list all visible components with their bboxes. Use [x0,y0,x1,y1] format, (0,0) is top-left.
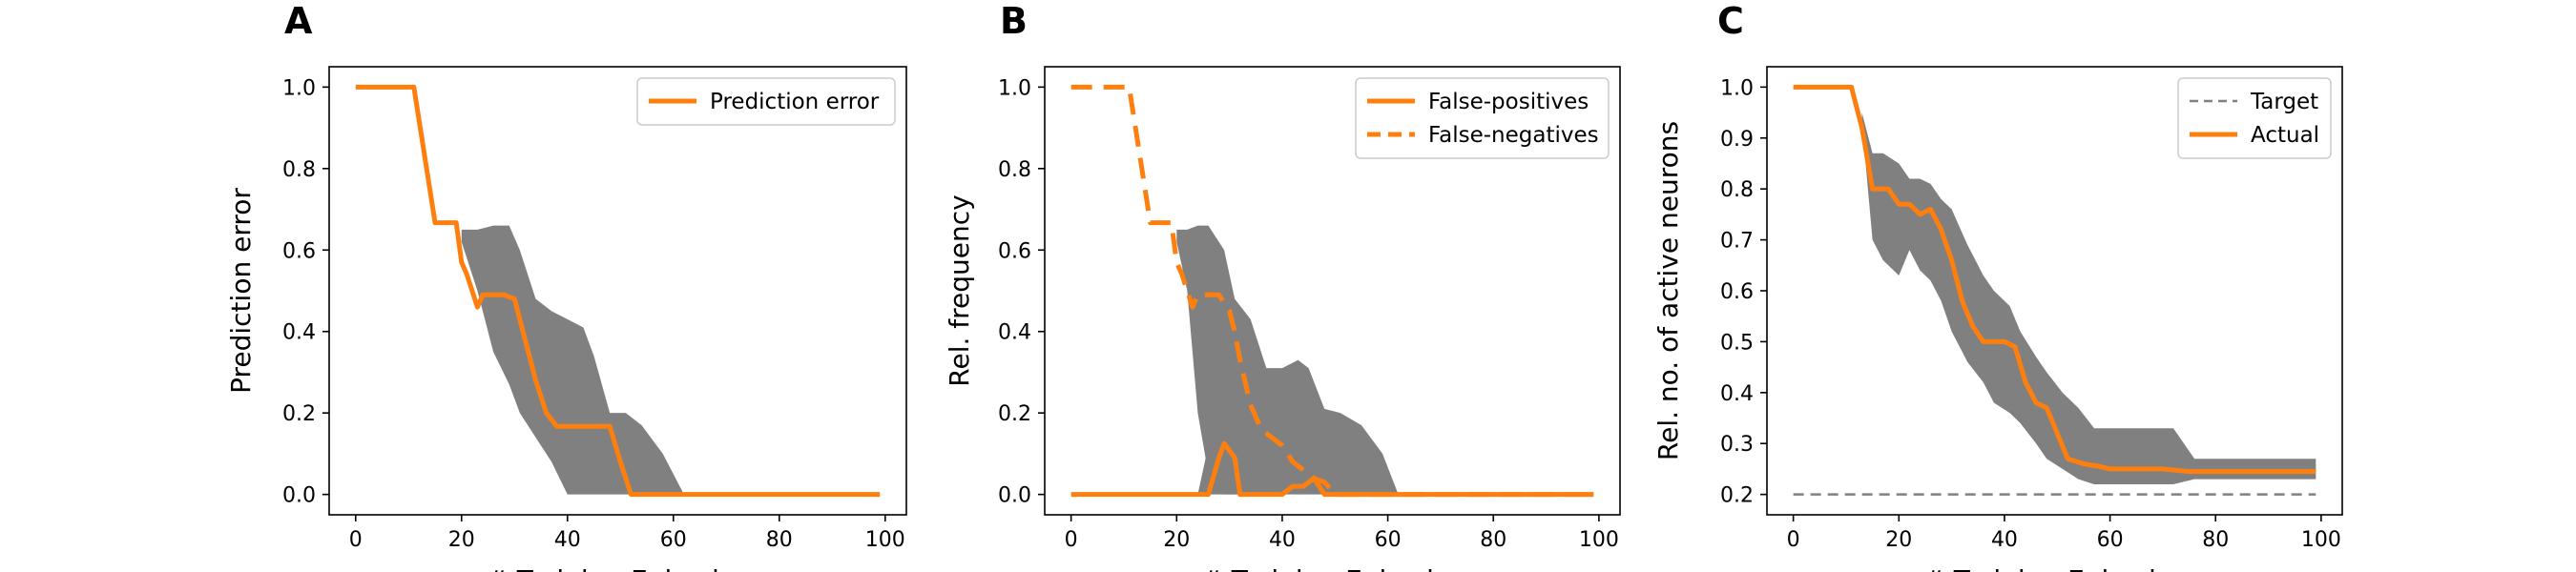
series-line-actual [1793,84,2316,475]
y-tick-label: 0.6 [998,239,1031,263]
x-tick-label: 0 [1787,528,1800,552]
y-tick-label: 0.0 [282,484,316,508]
x-tick-label: 40 [1991,528,2018,552]
y-tick-label: 1.0 [998,76,1031,100]
panel-letter: A [284,0,313,42]
panel-letter: B [1000,0,1028,42]
y-tick-label: 0.2 [1720,484,1754,508]
y-tick-label: 0.8 [1720,178,1754,202]
x-tick-label: 60 [2097,528,2124,552]
x-tick-label: 0 [349,528,363,552]
x-tick-label: 100 [2301,528,2341,552]
x-tick-label: 80 [766,528,793,552]
panel-c: 0 20 40 60 80 100 0.2 0.3 0.4 0.5 0.6 0.7 0.8 0.9 1.0 #… [1652,0,2343,572]
legend: Target Actual [2177,77,2332,159]
y-tick-label: 0.8 [282,158,316,182]
y-axis-title: Rel. no. of active neurons [1652,121,1684,460]
y-axis-title: Rel. frequency [944,194,975,386]
y-tick-label: 0.5 [1720,331,1754,355]
panel-b: 0 20 40 60 80 100 0.0 0.2 0.4 0.6 0.8 1.0 # Training… [944,0,1621,572]
confidence-band-1 [1176,225,1399,495]
series-line-false-negatives [1070,84,1594,498]
plot-frame [328,66,907,516]
legend-box [2177,77,2332,159]
series-line-false-positives [1070,440,1594,498]
x-tick-label: 60 [660,528,687,552]
x-axis-title: # Training Episodes [486,564,749,572]
confidence-band-1 [1861,112,2316,484]
y-tick-label: 0.6 [282,239,316,263]
y-tick-label: 1.0 [1720,76,1754,100]
legend-label: Target [2250,90,2318,114]
x-tick-label: 20 [1163,528,1190,552]
x-axis-title: # Training Episodes [1922,564,2186,572]
panel-a: 0 20 40 60 80 100 0.0 0.2 0.4 0.6 0.8 1.0 # Training… [225,0,907,572]
y-tick-label: 0.0 [998,484,1031,508]
legend-box [636,77,896,126]
y-tick-label: 0.4 [998,321,1031,345]
series-line-prediction-error [355,84,881,498]
x-tick-label: 20 [448,528,475,552]
legend-label: Actual [2251,123,2319,148]
x-tick-label: 40 [554,528,581,552]
x-tick-label: 40 [1269,528,1296,552]
x-tick-label: 0 [1065,528,1078,552]
y-tick-label: 0.8 [998,158,1031,182]
x-tick-label: 60 [1375,528,1402,552]
y-tick-label: 0.2 [282,402,316,426]
y-tick-label: 0.4 [282,321,316,345]
y-axis-title: Prediction error [225,188,257,394]
y-tick-label: 0.2 [998,402,1031,426]
x-tick-label: 80 [2202,528,2229,552]
legend: Prediction error [636,77,896,126]
y-tick-label: 0.6 [1720,280,1754,304]
x-tick-label: 80 [1480,528,1506,552]
legend: False-positives False-negatives [1355,77,1610,159]
x-tick-label: 20 [1885,528,1912,552]
y-tick-label: 0.4 [1720,382,1754,406]
legend-label: False-positives [1428,90,1589,114]
y-tick-label: 1.0 [282,76,316,100]
x-tick-label: 100 [865,528,905,552]
confidence-band-1 [461,225,684,495]
plot-frame [1044,66,1621,516]
y-tick-label: 0.7 [1720,230,1754,254]
legend-label: False-negatives [1428,123,1599,148]
x-axis-title: # Training Episodes [1200,564,1464,572]
legend-label: Prediction error [710,90,880,114]
y-tick-label: 0.9 [1720,128,1754,152]
legend-box [1355,77,1610,159]
y-tick-label: 0.3 [1720,433,1754,457]
x-tick-label: 100 [1579,528,1619,552]
panel-letter: C [1717,0,1744,42]
